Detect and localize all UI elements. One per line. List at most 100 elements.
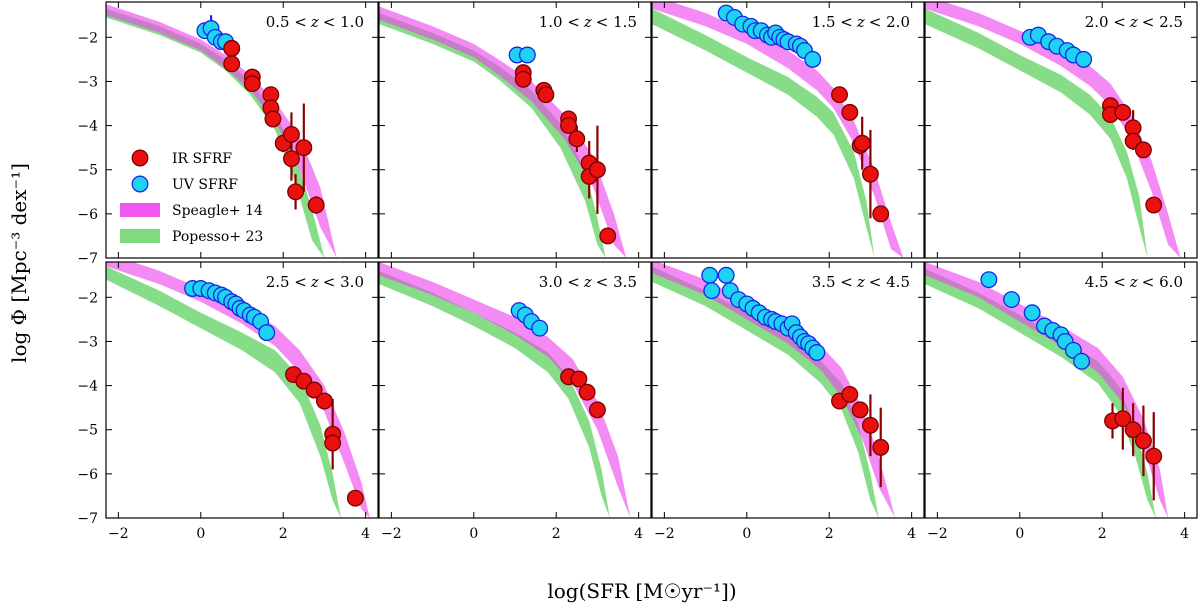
plot-area	[379, 262, 631, 518]
redshift-label-z: z	[583, 273, 592, 291]
redshift-label-z: z	[856, 273, 865, 291]
plot-area	[652, 262, 896, 518]
ir-sfrf-point	[861, 416, 879, 434]
x-tick-label: 2	[1098, 526, 1107, 542]
panel-6: −2 0 2 4 3.0 < z < 3.5	[378, 261, 652, 542]
ir-sfrf-point	[315, 392, 333, 410]
ir-sfrf-point	[295, 139, 313, 157]
uv-sfrf-point	[980, 271, 998, 289]
ir-sfrf-point	[287, 183, 305, 201]
ir-sfrf-point	[851, 401, 869, 419]
legend-label: Popesso+ 23	[172, 229, 263, 245]
panel-5: −2 0 2 4 −7 −6 −5 −4 −3 −2 2.5 < z < 3.0	[77, 261, 379, 542]
ir-sfrf-point	[841, 385, 859, 403]
legend-label: UV SFRF	[172, 177, 238, 193]
x-tick-label: 2	[279, 526, 288, 542]
x-tick-label: 2	[552, 526, 561, 542]
uv-sfrf-point	[1073, 352, 1091, 370]
panel-frame	[105, 1, 379, 259]
ir-sfrf-point	[1145, 196, 1163, 214]
redshift-label-upper: < 2.0	[869, 13, 910, 31]
redshift-label: 3.0 < z < 3.5	[539, 273, 637, 291]
redshift-label-lower: 3.0 <	[539, 273, 580, 291]
panel-frame	[924, 1, 1198, 259]
x-tick-label: 0	[1015, 526, 1024, 542]
legend-item: UV SFRF	[131, 175, 238, 193]
y-tick-label: −2	[77, 290, 98, 306]
legend-marker	[131, 149, 149, 167]
ir-sfrf-point	[588, 401, 606, 419]
x-tick-label: 4	[634, 526, 643, 542]
panel-frame	[651, 261, 925, 519]
y-axis-title: log Φ [Mpc⁻³ dex⁻¹]	[7, 163, 31, 363]
ir-sfrf-point	[1134, 432, 1152, 450]
ir-sfrf-point	[1114, 410, 1132, 428]
redshift-label-upper: < 1.5	[596, 13, 637, 31]
x-tick-label: 2	[825, 526, 834, 542]
y-tick-label: −7	[77, 511, 98, 527]
ir-sfrf-point	[223, 55, 241, 73]
redshift-label: 0.5 < z < 1.0	[266, 13, 364, 31]
x-axis-title: log(SFR [M☉yr⁻¹])	[547, 579, 736, 603]
x-tick-label: 4	[361, 526, 370, 542]
panel-frame	[378, 261, 652, 519]
panel-frame	[651, 1, 925, 259]
redshift-label-upper: < 6.0	[1142, 273, 1183, 291]
ir-sfrf-point	[283, 150, 300, 168]
uv-sfrf-point	[701, 266, 719, 284]
plot-area	[652, 2, 904, 258]
redshift-label-lower: 1.0 <	[539, 13, 580, 31]
plot-area	[925, 262, 1169, 518]
legend-item: Speagle+ 14	[120, 203, 263, 219]
legend-marker	[131, 175, 149, 193]
redshift-label: 2.0 < z < 2.5	[1085, 13, 1183, 31]
uv-sfrf-point	[1075, 50, 1093, 68]
popesso-band	[379, 13, 606, 258]
speagle-band	[379, 6, 627, 258]
redshift-label-z: z	[310, 13, 319, 31]
panel-2: 1.0 < z < 1.5	[378, 1, 652, 259]
speagle-band	[925, 262, 1169, 518]
legend-label: IR SFRF	[172, 151, 232, 167]
ir-sfrf-point	[872, 438, 890, 456]
ir-sfrf-point	[223, 39, 241, 57]
uv-sfrf-point	[531, 319, 549, 337]
panel-frame	[924, 261, 1198, 519]
redshift-label-lower: 4.5 <	[1085, 273, 1126, 291]
y-tick-label: −6	[77, 207, 98, 223]
y-tick-label: −3	[77, 74, 98, 90]
ir-sfrf-point	[514, 70, 532, 88]
redshift-label-upper: < 4.5	[869, 273, 910, 291]
plot-area	[106, 4, 337, 258]
legend: IR SFRF UV SFRF Speagle+ 14 Popesso+ 23	[120, 149, 263, 245]
plot-area	[925, 2, 1181, 258]
ir-sfrf-point	[861, 165, 879, 183]
legend-item: IR SFRF	[131, 149, 232, 167]
legend-swatch	[120, 203, 160, 217]
redshift-label-lower: 3.5 <	[812, 273, 853, 291]
redshift-label-lower: 1.5 <	[812, 13, 853, 31]
ir-sfrf-point	[1114, 103, 1132, 121]
redshift-label-upper: < 2.5	[1142, 13, 1183, 31]
x-tick-label: 4	[907, 526, 916, 542]
ir-sfrf-point	[243, 75, 261, 93]
redshift-label-z: z	[583, 13, 592, 31]
y-tick-label: −4	[77, 119, 98, 135]
redshift-label: 4.5 < z < 6.0	[1085, 273, 1183, 291]
ir-sfrf-point	[307, 196, 325, 214]
redshift-label: 1.5 < z < 2.0	[812, 13, 910, 31]
popesso-band	[652, 8, 875, 258]
ir-sfrf-point	[305, 381, 323, 399]
uv-sfrf-point	[703, 282, 721, 300]
ir-sfrf-point	[841, 103, 859, 121]
speagle-band	[652, 2, 904, 258]
panel-4: 2.0 < z < 2.5	[924, 1, 1198, 259]
ir-sfrf-point	[578, 383, 596, 401]
redshift-label-z: z	[1129, 273, 1138, 291]
y-tick-label: −7	[77, 251, 98, 267]
ir-sfrf-point	[264, 110, 282, 128]
x-tick-label: 0	[469, 526, 478, 542]
uv-sfrf-point	[258, 324, 276, 342]
ir-sfrf-point	[599, 227, 617, 245]
x-tick-label: −2	[927, 526, 948, 542]
